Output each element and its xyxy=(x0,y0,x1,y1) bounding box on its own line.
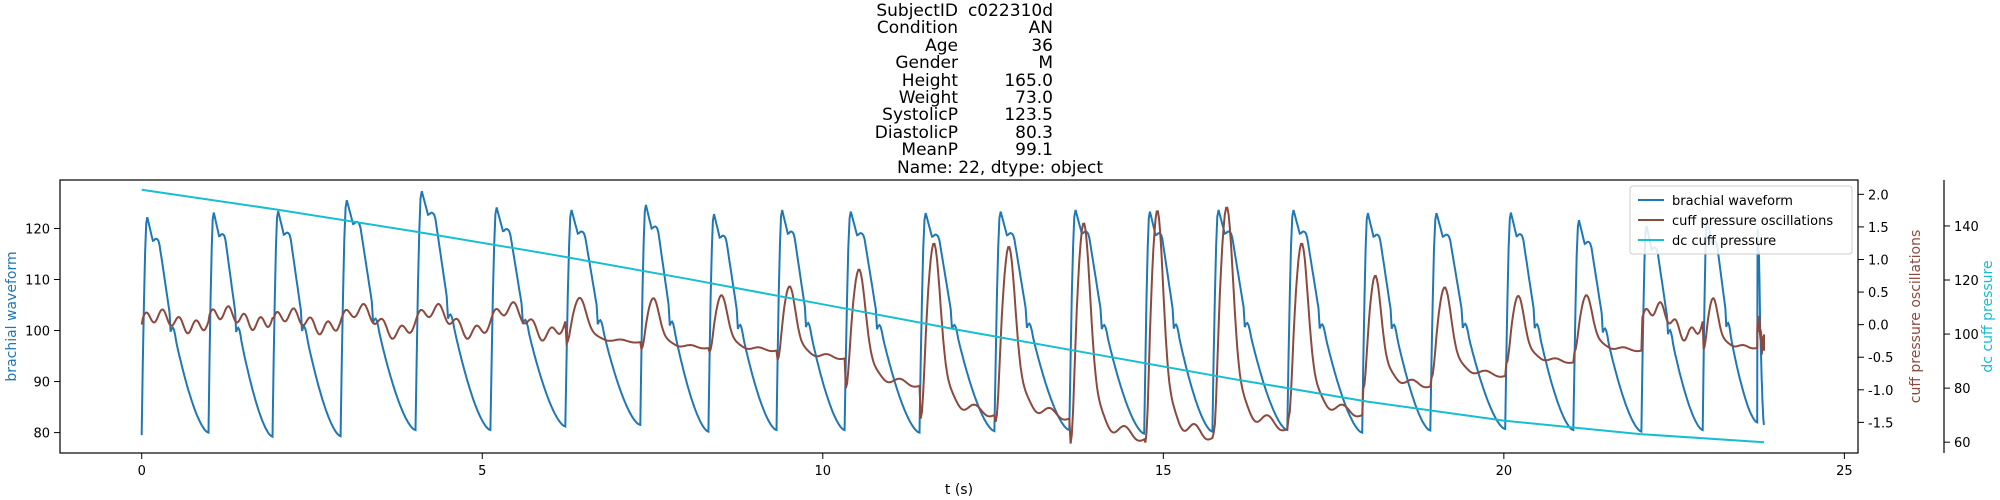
title-label-weight: Weight xyxy=(898,88,958,108)
title-label-age: Age xyxy=(925,35,958,56)
title-block: SubjectID c022310d Condition AN Age 36 Gender M… xyxy=(0,0,2000,178)
title-label-gender: Gender xyxy=(895,53,958,74)
x-tick-label: 15 xyxy=(1155,464,1172,479)
legend-label: cuff pressure oscillations xyxy=(1672,214,1833,229)
y-right1-tick-label: -0.5 xyxy=(1868,351,1893,366)
title-label-diastolicp: DiastolicP xyxy=(874,122,958,143)
y-right1-tick-label: 0.0 xyxy=(1868,319,1889,334)
y-right1-tick-label: -1.5 xyxy=(1868,416,1893,431)
y-right1-axis-label: cuff pressure oscillations xyxy=(1908,230,1924,404)
title-label-meanp: MeanP xyxy=(901,140,958,161)
title-value-condition: AN xyxy=(1028,18,1053,39)
y-left-tick-label: 90 xyxy=(33,376,50,391)
x-tick-label: 0 xyxy=(138,464,146,479)
y-right2-tick-label: 60 xyxy=(1954,436,1971,451)
x-axis-label: t (s) xyxy=(945,482,973,498)
plot-frame xyxy=(59,179,1859,454)
plot-area xyxy=(140,188,1765,444)
title-footer: Name: 22, dtype: object xyxy=(896,157,1103,178)
y-right1-tick-label: 1.5 xyxy=(1868,221,1889,236)
series-line-dc-cuff-pressure xyxy=(141,188,1765,444)
title-value-systolicp: 123.5 xyxy=(1004,105,1053,126)
title-value-subjectid: c022310d xyxy=(967,1,1053,21)
title-label-subjectid: SubjectID xyxy=(876,1,958,21)
y-right2-tick-label: 80 xyxy=(1954,382,1971,397)
title-label-height: Height xyxy=(901,70,958,91)
y-right1-tick-label: 2.0 xyxy=(1868,188,1889,203)
title-value-gender: M xyxy=(1038,53,1053,74)
y-right2-tick-label: 120 xyxy=(1954,274,1979,289)
y-right1-tick-label: 1.0 xyxy=(1868,253,1889,268)
legend: brachial waveform cuff pressure oscillati… xyxy=(1629,185,1853,255)
legend-box xyxy=(1629,185,1853,255)
y-left-tick-label: 120 xyxy=(25,222,50,237)
title-label-systolicp: SystolicP xyxy=(882,105,958,126)
legend-label: dc cuff pressure xyxy=(1672,234,1776,249)
y-right1-tick-label: 0.5 xyxy=(1868,286,1889,301)
title-value-meanp: 99.1 xyxy=(1015,140,1053,161)
title-value-weight: 73.0 xyxy=(1015,88,1053,108)
y-left-tick-label: 110 xyxy=(25,274,50,289)
title-value-age: 36 xyxy=(1031,35,1053,56)
y-right2-axis-label: dc cuff pressure xyxy=(1980,260,1996,372)
title-label-condition: Condition xyxy=(876,18,958,39)
y-right2-tick-label: 100 xyxy=(1954,328,1979,343)
y-left-tick-label: 100 xyxy=(25,325,50,340)
y-left-tick-label: 80 xyxy=(33,427,50,442)
x-tick-label: 10 xyxy=(815,464,832,479)
y-right1-tick-label: -1.0 xyxy=(1868,384,1893,399)
y-left-axis-label: brachial waveform xyxy=(4,251,20,381)
x-tick-label: 5 xyxy=(478,464,486,479)
x-tick-label: 25 xyxy=(1836,464,1853,479)
legend-label: brachial waveform xyxy=(1672,194,1793,209)
series-line-cuff-pressure-oscillations xyxy=(140,206,1765,444)
series-line-brachial-waveform xyxy=(140,190,1765,439)
title-value-diastolicp: 80.3 xyxy=(1015,122,1053,143)
title-value-height: 165.0 xyxy=(1004,70,1053,91)
x-tick-label: 20 xyxy=(1496,464,1513,479)
y-right2-tick-label: 140 xyxy=(1954,220,1979,235)
axes-layer: 0 5 10 15 20 25 t (s) 80 90 100 110 120 brachial wav… xyxy=(4,179,1996,498)
